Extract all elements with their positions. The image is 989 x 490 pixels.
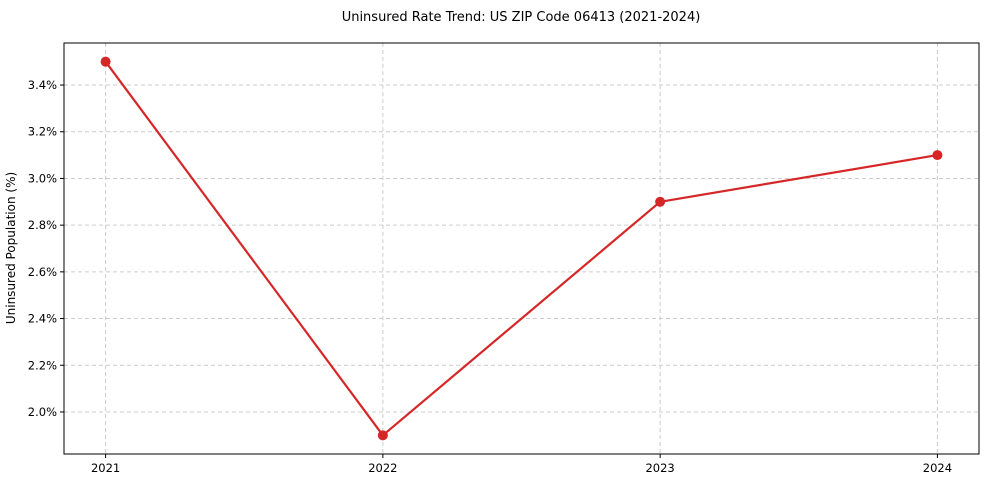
x-tick-label: 2024 <box>923 461 952 475</box>
y-tick-label: 2.4% <box>28 312 57 326</box>
y-tick-label: 3.2% <box>28 125 57 139</box>
y-tick-label: 3.0% <box>28 171 57 185</box>
x-tick-label: 2023 <box>645 461 674 475</box>
y-tick-label: 2.0% <box>28 405 57 419</box>
data-point-marker <box>100 56 111 67</box>
data-point-marker <box>377 430 388 441</box>
x-tick-label: 2022 <box>368 461 397 475</box>
chart-title: Uninsured Rate Trend: US ZIP Code 06413 … <box>342 10 701 25</box>
axes-layer: 2.0% 2.2% 2.4% 2.6% 2.8% 3.0% 3.2% 3.4% 2021 2022… <box>28 42 980 475</box>
trend-line <box>104 60 939 437</box>
y-tick-label: 2.8% <box>28 218 57 232</box>
data-point-marker <box>655 196 666 207</box>
y-tick-label: 2.2% <box>28 358 57 372</box>
x-tick-label: 2021 <box>91 461 120 475</box>
y-axis-label: Uninsured Population (%) <box>4 172 18 324</box>
grid-layer <box>64 43 979 454</box>
y-tick-label: 3.4% <box>28 78 57 92</box>
y-tick-label: 2.6% <box>28 265 57 279</box>
series-layer <box>100 56 943 441</box>
plot-border <box>63 42 980 455</box>
data-point-marker <box>932 150 943 161</box>
